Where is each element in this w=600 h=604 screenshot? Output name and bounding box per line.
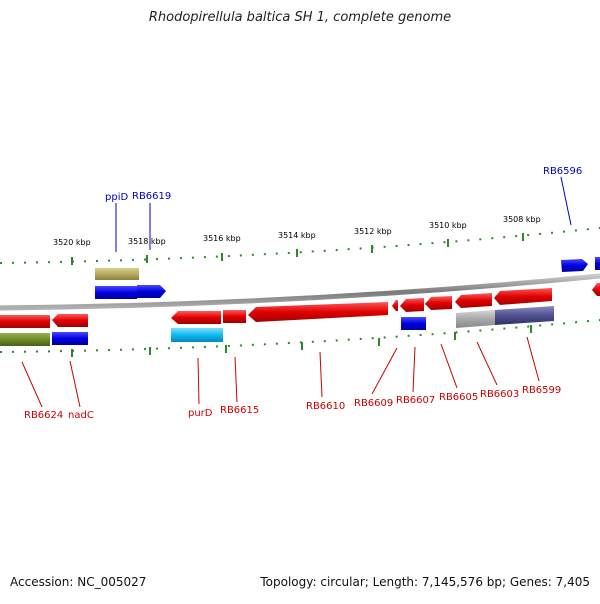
gene-label-RB6603[interactable]: RB6603 — [480, 389, 519, 400]
scale-label: 3516 kbp — [203, 234, 241, 243]
scale-label: 3518 kbp — [128, 237, 166, 246]
leader-nadC — [69, 360, 81, 408]
scale-label: 3520 kbp — [53, 238, 91, 247]
gene-label-RB6596[interactable]: RB6596 — [543, 166, 582, 177]
gene-label-RB6607[interactable]: RB6607 — [396, 395, 435, 406]
gene-RB6610[interactable] — [248, 302, 388, 322]
scale-label: 3510 kbp — [429, 221, 467, 230]
bottom-gene-labels: RB6624 nadC purD RB6615 RB6610 RB6609 RB… — [24, 385, 561, 421]
scale-track — [0, 227, 600, 265]
gene-label-RB6599[interactable]: RB6599 — [522, 385, 561, 396]
gene-RB6599-red[interactable] — [494, 288, 552, 305]
gene-RB6619[interactable] — [137, 285, 166, 298]
gene-RB6603-red[interactable] — [455, 293, 492, 308]
gene-RB6605[interactable] — [425, 296, 452, 310]
leader-RB6596 — [560, 176, 572, 226]
gene-RB6599[interactable] — [495, 306, 554, 325]
gene-nadC-red[interactable] — [52, 314, 88, 327]
gene-nadC[interactable] — [52, 332, 88, 345]
gene-label-RB6609[interactable]: RB6609 — [354, 398, 393, 409]
gene-RB6603[interactable] — [456, 310, 495, 328]
leader-RB6609 — [371, 347, 398, 395]
gene-label-nadC[interactable]: nadC — [68, 410, 94, 421]
gene-RB6596[interactable] — [561, 259, 588, 272]
scale-arc — [0, 227, 600, 264]
gene-label-RB6610[interactable]: RB6610 — [306, 401, 345, 412]
genome-backbone — [0, 273, 600, 311]
gene-RB6609[interactable] — [392, 300, 398, 311]
genome-summary: Topology: circular; Length: 7,145,576 bp… — [260, 575, 590, 589]
gene-reverse-edge[interactable] — [592, 283, 600, 296]
lower-arc — [0, 319, 600, 353]
accession-label: Accession: NC_005027 — [10, 575, 147, 589]
top-leaders — [115, 176, 572, 252]
top-gene-labels: ppiD RB6619 RB6596 — [105, 166, 582, 203]
gene-RB6624-red[interactable] — [0, 315, 50, 328]
gene-label-RB6605[interactable]: RB6605 — [439, 392, 478, 403]
scale-labels: 3520 kbp 3518 kbp 3516 kbp 3514 kbp 3512… — [53, 215, 541, 247]
gene-label-purD[interactable]: purD — [188, 408, 213, 419]
gene-purD[interactable] — [171, 328, 223, 342]
scale-label: 3514 kbp — [278, 231, 316, 240]
leader-RB6615 — [234, 356, 238, 403]
leader-RB6605 — [440, 343, 458, 389]
reverse-strand — [0, 283, 600, 346]
gene-ppiD[interactable] — [95, 268, 139, 280]
gene-forward[interactable] — [95, 286, 137, 299]
leader-RB6599 — [526, 336, 540, 382]
leader-RB6610 — [319, 351, 323, 398]
leader-RB6624 — [21, 361, 43, 408]
gene-label-RB6615[interactable]: RB6615 — [220, 405, 259, 416]
scale-label: 3508 kbp — [503, 215, 541, 224]
gene-label-RB6619[interactable]: RB6619 — [132, 191, 171, 202]
gene-RB6607[interactable] — [401, 317, 426, 330]
lower-track — [0, 319, 600, 357]
gene-RB6615[interactable] — [223, 310, 246, 323]
scale-label: 3512 kbp — [354, 227, 392, 236]
map-title: Rhodopirellula baltica SH 1, complete ge… — [148, 10, 452, 25]
leader-RB6603 — [476, 341, 498, 386]
gene-label-RB6624[interactable]: RB6624 — [24, 410, 63, 421]
leader-RB6607 — [412, 346, 416, 393]
gene-RB6607-red[interactable] — [400, 298, 424, 312]
gene-RB6624[interactable] — [0, 333, 50, 346]
gene-label-ppiD[interactable]: ppiD — [105, 192, 128, 203]
forward-strand — [95, 257, 600, 299]
gene-forward-edge[interactable] — [595, 257, 600, 270]
leader-purD — [197, 357, 200, 405]
gene-reverse[interactable] — [171, 311, 221, 324]
bottom-leaders — [21, 336, 540, 408]
